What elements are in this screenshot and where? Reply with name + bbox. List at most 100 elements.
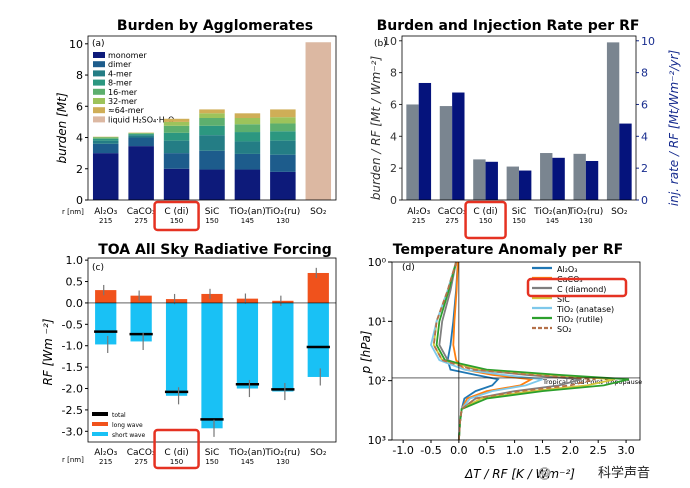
shortwave-bar bbox=[95, 302, 117, 345]
bar-segment bbox=[270, 171, 296, 200]
panel-b-title: Burden and Injection Rate per RF bbox=[377, 18, 640, 34]
panel-c-frame bbox=[87, 257, 337, 443]
profile-line bbox=[432, 261, 596, 441]
bar-segment bbox=[270, 154, 296, 172]
panel-d-ylabel: p [hPa] bbox=[359, 330, 373, 374]
panel-a-tag: (a) bbox=[92, 39, 105, 49]
x-tick-label: TiO₂(an) bbox=[228, 448, 266, 458]
y-tick-label: -0.5 bbox=[62, 318, 83, 331]
x-tick-label: 3.0 bbox=[617, 444, 635, 457]
legend-swatch bbox=[93, 98, 105, 104]
legend-label: 4-mer bbox=[108, 69, 133, 78]
bar-segment bbox=[199, 169, 225, 200]
radius-label: 275 bbox=[134, 217, 147, 225]
bar-segment bbox=[163, 121, 190, 126]
bar-segment bbox=[163, 168, 190, 200]
legend-label: SO₂ bbox=[557, 325, 572, 334]
y-tick-label-left: 4 bbox=[390, 130, 397, 143]
longwave-bar bbox=[201, 293, 223, 303]
bar-segment bbox=[163, 125, 190, 133]
x-tick-label: 1.5 bbox=[534, 444, 552, 457]
y-tick-label: -3.0 bbox=[62, 425, 83, 438]
y-tick-label: 2 bbox=[76, 163, 83, 176]
x-tick-label: SiC bbox=[205, 448, 220, 458]
profile-line bbox=[435, 261, 630, 441]
legend-swatch bbox=[93, 52, 105, 58]
x-tick-label: SO₂ bbox=[611, 207, 628, 217]
panel-d-frame bbox=[391, 261, 641, 441]
burden-bar bbox=[506, 166, 519, 200]
legend-swatch bbox=[93, 107, 105, 114]
radius-label: 130 bbox=[579, 217, 592, 225]
watermark-logo: @ bbox=[538, 466, 551, 481]
x-tick-label: SiC bbox=[512, 207, 527, 217]
highlight-box bbox=[464, 200, 507, 240]
injection-bar bbox=[452, 92, 465, 200]
bar-segment bbox=[234, 169, 261, 200]
panel-a-r-label: r [nm] bbox=[62, 208, 84, 216]
radius-label: 145 bbox=[546, 217, 559, 225]
x-tick-label: 2.5 bbox=[589, 444, 607, 457]
legend-swatch bbox=[92, 432, 108, 436]
tropopause-label: Tropical Cold-Point Tropopause bbox=[542, 378, 642, 386]
y-tick-label: -1.5 bbox=[62, 361, 83, 374]
bar-segment bbox=[234, 141, 261, 154]
legend-label: short wave bbox=[112, 432, 145, 439]
radius-label: 215 bbox=[412, 217, 425, 225]
radius-label: 150 bbox=[170, 217, 183, 225]
x-tick-label: SO₂ bbox=[310, 448, 327, 458]
y-tick-label-right: 8 bbox=[641, 67, 648, 80]
x-tick-label: 0.5 bbox=[478, 444, 496, 457]
x-tick-label: CaCO₃ bbox=[127, 207, 156, 217]
y-tick-label: -1.0 bbox=[62, 340, 83, 353]
y-tick-label-left: 0 bbox=[390, 194, 397, 207]
panel-d-title: Temperature Anomaly per RF bbox=[393, 242, 623, 258]
legend-label: C (diamond) bbox=[557, 285, 606, 294]
panel-b-frame bbox=[401, 35, 637, 201]
legend-swatch bbox=[93, 79, 105, 86]
longwave-bar bbox=[130, 295, 152, 303]
bar-segment bbox=[163, 118, 190, 122]
longwave-bar bbox=[236, 298, 259, 303]
panel-c-legend: total long wave short wave bbox=[92, 412, 145, 439]
y-tick-label-left: 6 bbox=[390, 98, 397, 111]
x-tick-label: 2.0 bbox=[562, 444, 580, 457]
legend-label: total bbox=[112, 412, 126, 419]
panel-a-legend: monomerdimer4-mer8-mer16-mer32-mer≈64-me… bbox=[93, 51, 174, 124]
y-tick-label: 8 bbox=[76, 69, 83, 82]
bar-segment bbox=[92, 137, 119, 139]
legend-label: liquid H₂SO₄·H₂O bbox=[108, 115, 174, 124]
radius-label: 150 bbox=[170, 458, 183, 466]
panel-b: (b) burden / RF [Mt / Wm⁻²] inj. rate / … bbox=[369, 35, 681, 240]
y-tick-label: 0 bbox=[76, 194, 83, 207]
longwave-bar bbox=[165, 299, 188, 303]
shortwave-bar bbox=[165, 302, 188, 396]
y-tick-label-left: 10 bbox=[383, 35, 397, 48]
panel-c-r-label: r [nm] bbox=[62, 456, 84, 464]
bar-segment bbox=[234, 153, 261, 170]
y-tick-label-right: 4 bbox=[641, 130, 648, 143]
bar-segment bbox=[199, 118, 225, 126]
x-tick-label: TiO₂(ru) bbox=[264, 448, 300, 458]
panel-c-title: TOA All Sky Radiative Forcing bbox=[98, 242, 332, 258]
radius-label: 215 bbox=[99, 458, 112, 466]
panel-c: (c) RF [Wm ⁻²] r [nm] total long wave shor… bbox=[41, 254, 337, 470]
legend-label: monomer bbox=[108, 51, 147, 60]
longwave-bar bbox=[272, 300, 294, 303]
legend-label: TiO₂ (rutile) bbox=[556, 315, 603, 324]
legend-label: dimer bbox=[108, 60, 132, 69]
panel-b-tag: (b) bbox=[374, 39, 387, 49]
injection-bar bbox=[552, 157, 565, 200]
radius-label: 215 bbox=[99, 217, 112, 225]
bar-segment bbox=[199, 109, 225, 114]
y-tick-label-right: 0 bbox=[641, 194, 648, 207]
bar-segment bbox=[199, 125, 225, 136]
bar-segment bbox=[163, 132, 190, 141]
bar-segment bbox=[270, 131, 296, 141]
shortwave-bar bbox=[236, 302, 259, 389]
x-tick-label: 0.0 bbox=[450, 444, 468, 457]
bar-segment bbox=[199, 113, 225, 118]
bar-segment bbox=[92, 140, 119, 144]
bar-segment bbox=[92, 153, 119, 200]
radius-label: 130 bbox=[276, 458, 289, 466]
